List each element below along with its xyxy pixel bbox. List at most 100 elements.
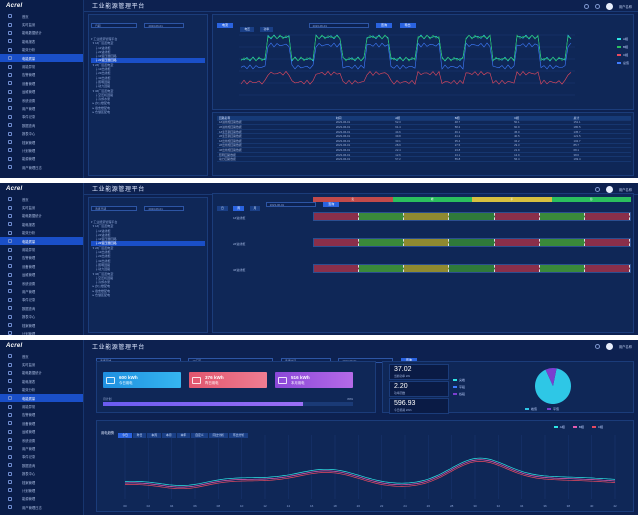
tab-month[interactable]: 月 xyxy=(249,206,261,211)
query-button[interactable]: 查询 xyxy=(323,202,340,208)
query-button[interactable]: 查询 xyxy=(376,23,393,29)
sidebar-item-9[interactable]: 运维管理 xyxy=(0,88,83,96)
sidebar-item-17[interactable]: 能源管理 xyxy=(0,155,83,163)
tab-current[interactable]: 电流 xyxy=(217,23,234,29)
tree-node[interactable]: ▾ 2#厂区配电室 xyxy=(91,245,114,250)
sidebar-item-8[interactable]: 设备管理 xyxy=(0,262,83,270)
tree-node[interactable]: ├ 空压机回路 xyxy=(91,92,114,97)
tab-week[interactable]: 周 xyxy=(233,206,245,211)
column-header[interactable]: C相 xyxy=(514,115,519,120)
column-header[interactable]: 时间 xyxy=(335,115,342,120)
sidebar-item-12[interactable]: 事件记录 xyxy=(0,113,83,121)
tree-node[interactable]: ▾ 2#厂区配电室 xyxy=(91,62,114,67)
column-header[interactable]: 总计 xyxy=(573,115,580,120)
sidebar-item-18[interactable]: 用户管理日志 xyxy=(0,503,83,511)
sidebar-item-3[interactable]: 能耗报表 xyxy=(0,220,83,228)
sidebar-item-13[interactable]: 数据查询 xyxy=(0,121,83,129)
sidebar-item-2[interactable]: 能耗数据统计 xyxy=(0,212,83,220)
sidebar-item-3[interactable]: 能耗报表 xyxy=(0,377,83,385)
sidebar-item-6[interactable]: 用能异常 xyxy=(0,245,83,253)
tab-power[interactable]: 功率 xyxy=(259,27,274,32)
tree-node[interactable]: ├ 1#出线柜 xyxy=(91,67,111,72)
tab-voltage[interactable]: 电压 xyxy=(240,27,255,32)
sidebar-item-13[interactable]: 数据查询 xyxy=(0,461,83,469)
user-name[interactable]: 用户名称 xyxy=(618,345,632,349)
sidebar-item-5[interactable]: 电能质量 xyxy=(0,236,83,246)
tree-node[interactable]: ├ 照明回路 xyxy=(91,262,111,267)
trend-tab[interactable]: 本月 xyxy=(162,433,176,438)
tree-node[interactable]: ├ 3#出线柜 xyxy=(91,258,111,263)
sidebar-item-16[interactable]: 计划管理 xyxy=(0,486,83,494)
timeline-band[interactable] xyxy=(313,238,631,247)
table-row[interactable]: 2#出线柜回路数据 2023-06-01 28.9 27.5 29.3 85.7 xyxy=(217,143,631,149)
sidebar-item-16[interactable]: 计划管理 xyxy=(0,329,83,335)
table-row[interactable]: 1#变压器回路数据 2023-06-01 44.6 46.1 45.0 135.7 xyxy=(217,130,631,135)
sidebar-item-4[interactable]: 能效分析 xyxy=(0,229,83,237)
tree-node[interactable]: ├ 3#出线柜 xyxy=(91,75,111,80)
table-row[interactable]: 照明回路数据 2023-06-01 12.6 13.1 12.9 38.6 xyxy=(217,153,631,158)
sidebar-item-10[interactable]: 系统设置 xyxy=(0,96,83,104)
tree-node[interactable]: ├ 1#进线柜 xyxy=(91,228,111,233)
tree-node[interactable]: ├ 照明回路 xyxy=(91,79,111,84)
date-picker[interactable]: 2023-06-01 xyxy=(265,202,316,208)
tree-node[interactable]: ▾ 工业能源管理平台 xyxy=(91,37,118,41)
card-month[interactable]: 516 kWh 本月用电 xyxy=(275,372,353,388)
sidebar-item-4[interactable]: 能效分析 xyxy=(0,386,83,394)
sidebar-item-13[interactable]: 数据查询 xyxy=(0,304,83,312)
avatar[interactable] xyxy=(605,3,613,10)
sidebar-item-11[interactable]: 用户管理 xyxy=(0,444,83,452)
sidebar-item-15[interactable]: 档案管理 xyxy=(0,478,83,486)
tree-node[interactable]: ├ 2#出线柜 xyxy=(91,71,111,76)
sidebar-item-1[interactable]: 实时监测 xyxy=(0,360,83,368)
sidebar-item-14[interactable]: 报表中心 xyxy=(0,312,83,320)
sidebar-item-12[interactable]: 事件记录 xyxy=(0,296,83,304)
sidebar-item-15[interactable]: 档案管理 xyxy=(0,138,83,146)
tree-node[interactable]: ├ 冷却水泵 xyxy=(91,280,111,285)
tree-node[interactable]: ▸ 宿舍楼配电 xyxy=(91,288,111,293)
sidebar-item-18[interactable]: 用户管理日志 xyxy=(0,163,83,171)
tree-node[interactable]: ▸ 仓储区配电 xyxy=(91,293,111,298)
tree-node[interactable]: ├ 1#变压器回路 xyxy=(91,237,117,242)
sidebar-item-1[interactable]: 实时监测 xyxy=(0,203,83,211)
sidebar-item-10[interactable]: 系统设置 xyxy=(0,279,83,287)
sidebar-item-7[interactable]: 告警管理 xyxy=(0,411,83,419)
user-name[interactable]: 用户名称 xyxy=(618,5,632,9)
sidebar-item-7[interactable]: 告警管理 xyxy=(0,254,83,262)
tree-filter-select[interactable]: 2023-06-01 xyxy=(144,206,185,212)
table-row[interactable]: 1#出线柜回路数据 2023-06-01 33.1 35.4 34.2 102.7 xyxy=(217,139,631,144)
trend-tab[interactable]: 昨日 xyxy=(132,433,147,438)
tree-node[interactable]: ▾ 3#厂区配电室 xyxy=(91,88,114,93)
tree-node[interactable]: ▸ 办公楼配电 xyxy=(91,101,111,106)
sidebar-item-0[interactable]: 首页 xyxy=(0,195,83,203)
table-row[interactable]: 3#出线柜回路数据 2023-06-01 22.4 23.8 21.9 68.1 xyxy=(217,148,631,153)
tree-node[interactable]: ├ 2#变压器回路 xyxy=(91,58,205,63)
tree-node[interactable]: ├ 空压机回路 xyxy=(91,275,114,280)
tree-node[interactable]: ├ 1#进线柜 xyxy=(91,45,111,50)
fullscreen-icon[interactable] xyxy=(594,4,600,9)
sidebar-item-17[interactable]: 能源管理 xyxy=(0,495,83,503)
bell-icon[interactable] xyxy=(583,4,589,9)
tree-node[interactable]: ▾ 1#厂区配电室 xyxy=(91,41,114,46)
sidebar-item-2[interactable]: 能耗数据统计 xyxy=(0,369,83,377)
sidebar-item-5[interactable]: 电能质量 xyxy=(0,393,83,403)
column-header[interactable]: 回路名称 xyxy=(219,115,231,120)
sidebar-item-2[interactable]: 能耗数据统计 xyxy=(0,29,83,37)
tree-search-input[interactable]: 选择日期 xyxy=(91,206,137,212)
trend-tab[interactable]: 环比分析 xyxy=(228,433,249,438)
avatar[interactable] xyxy=(605,343,613,350)
sidebar-item-1[interactable]: 实时监测 xyxy=(0,20,83,28)
export-button[interactable]: 导出 xyxy=(399,23,416,29)
sidebar-item-14[interactable]: 报表中心 xyxy=(0,469,83,477)
trend-tab[interactable]: 本周 xyxy=(147,433,162,438)
sidebar-item-8[interactable]: 设备管理 xyxy=(0,79,83,87)
column-header[interactable]: A相 xyxy=(395,115,400,120)
tree-node[interactable]: ├ 动力回路 xyxy=(91,267,111,272)
tree-node[interactable]: ▸ 办公楼配电 xyxy=(91,284,111,289)
tree-node[interactable]: ├ 2#出线柜 xyxy=(91,254,111,259)
sidebar-item-7[interactable]: 告警管理 xyxy=(0,71,83,79)
query-button[interactable]: 查询 xyxy=(400,358,417,364)
card-today[interactable]: 600 kWh 今日用电 xyxy=(103,372,181,388)
bell-icon[interactable] xyxy=(594,344,600,349)
tree-node[interactable]: ▸ 宿舍楼配电 xyxy=(91,105,111,110)
table-row[interactable]: 2#进线柜回路数据 2023-06-01 61.4 58.2 60.9 180.5 xyxy=(217,125,631,130)
